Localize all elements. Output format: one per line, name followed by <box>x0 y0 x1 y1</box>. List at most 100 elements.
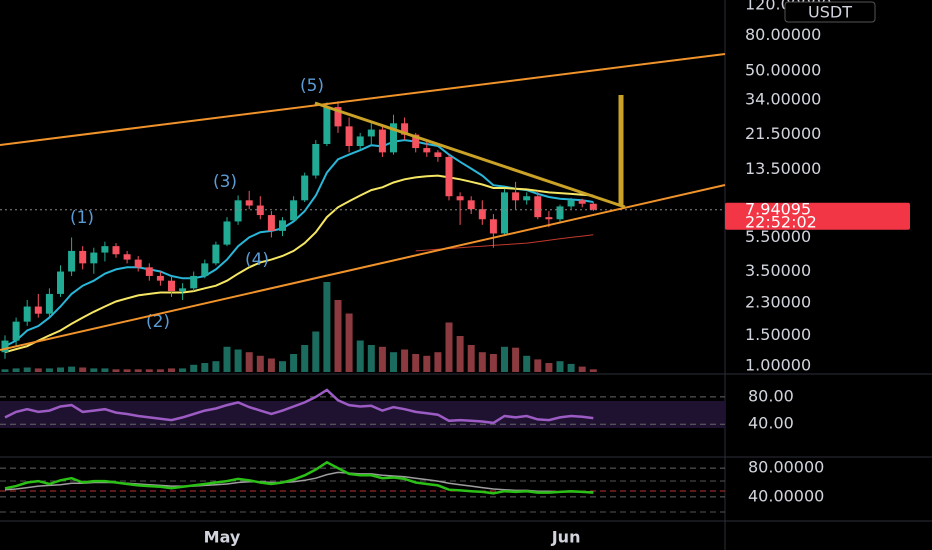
volume-bar <box>12 368 20 372</box>
indicator-line <box>4 471 594 493</box>
candle-body <box>301 175 309 201</box>
candle-body <box>501 192 508 234</box>
candle-body <box>467 200 475 210</box>
candle-body <box>267 215 275 231</box>
candle-body <box>12 321 20 341</box>
y-tick-label: 80.00 <box>748 386 794 405</box>
volume-bar <box>367 345 375 372</box>
candle-body <box>390 123 397 153</box>
candle-body <box>512 192 520 201</box>
volume-bar <box>168 368 175 372</box>
indicator-line <box>4 388 594 425</box>
candle-body <box>112 246 120 255</box>
candle-body <box>334 107 342 127</box>
volume-bar <box>279 361 286 372</box>
quote-button[interactable] <box>784 1 876 23</box>
candle-body <box>168 280 175 292</box>
y-tick-label: 34.00000 <box>745 90 821 109</box>
trend-line <box>0 184 726 351</box>
volume-bar <box>534 359 542 372</box>
volume-bar <box>34 368 42 372</box>
wave-label: (2) <box>146 312 170 332</box>
volume-bar <box>390 352 397 372</box>
candle-body <box>378 129 386 153</box>
candle-body <box>545 217 553 220</box>
y-tick-label: 40.00 <box>748 414 794 433</box>
volume-bar <box>1 369 9 372</box>
volume-bar <box>312 331 320 372</box>
wave-label: (5) <box>300 76 324 96</box>
volume-bar <box>201 363 209 372</box>
wave-label: (4) <box>245 250 269 270</box>
candle-body <box>456 196 464 201</box>
y-tick-label: 40.00000 <box>748 486 824 505</box>
y-tick-label: 1.00000 <box>745 355 811 374</box>
volume-bar <box>301 345 309 372</box>
candle-body <box>45 293 53 314</box>
volume-bar <box>512 347 520 372</box>
candle-body <box>445 156 453 197</box>
y-tick-label: 2.30000 <box>745 293 811 312</box>
volume-bar <box>290 354 298 372</box>
y-tick-label: 3.50000 <box>745 261 811 280</box>
volume-bar <box>423 355 431 372</box>
volume-bar <box>467 345 475 372</box>
indicator-line <box>4 460 594 495</box>
volume-bar <box>245 352 253 372</box>
volume-bar <box>323 282 331 372</box>
candle-body <box>345 126 353 146</box>
volume-bar <box>23 367 31 372</box>
candle-body <box>556 206 564 220</box>
candle-body <box>256 205 264 216</box>
candle-body <box>589 203 597 210</box>
volume-bar <box>556 361 564 372</box>
candle-body <box>279 220 286 231</box>
candle-body <box>489 219 497 234</box>
volume-bar <box>356 340 364 372</box>
volume-bar <box>112 369 120 372</box>
volume-bar <box>212 361 220 372</box>
volume-bar <box>456 336 464 372</box>
y-tick-label: 80.00000 <box>745 25 821 44</box>
candle-body <box>434 152 442 157</box>
y-tick-label: 21.50000 <box>745 124 821 143</box>
indicator-line <box>4 139 594 348</box>
candle-body <box>1 340 9 353</box>
candle-body <box>23 306 31 322</box>
candle-body <box>367 129 375 137</box>
volume-bar <box>145 369 153 372</box>
volume-bar <box>334 300 342 372</box>
quote-label: USDT <box>808 3 852 22</box>
candle-body <box>312 143 320 176</box>
candle-body <box>79 250 87 264</box>
candle-body <box>179 288 187 292</box>
indicator-line <box>4 174 594 354</box>
volume-bar <box>578 366 586 372</box>
candle-body <box>401 123 409 135</box>
volume-bar <box>179 368 187 372</box>
volume-bar <box>412 354 420 372</box>
candle-body <box>134 259 142 268</box>
candle-body <box>145 267 153 276</box>
triangle-line <box>314 101 626 209</box>
y-tick-label: 1.50000 <box>745 325 811 344</box>
candle-body <box>478 209 486 220</box>
candle-body <box>156 275 164 281</box>
volume-bar <box>434 352 442 372</box>
candle-body <box>57 271 64 294</box>
candle-body <box>412 134 420 149</box>
candle-body <box>212 244 220 264</box>
candle-body <box>578 200 586 204</box>
volume-bar <box>378 346 386 372</box>
volume-bar <box>523 355 531 372</box>
volume-bar <box>45 368 53 372</box>
volume-bar <box>234 349 242 372</box>
y-tick-label: 13.50000 <box>745 159 821 178</box>
volume-bar <box>79 367 87 372</box>
volume-bar <box>134 369 142 372</box>
last-price-label: 7.94095 <box>745 199 811 218</box>
y-tick-label: 80.00000 <box>748 458 824 477</box>
